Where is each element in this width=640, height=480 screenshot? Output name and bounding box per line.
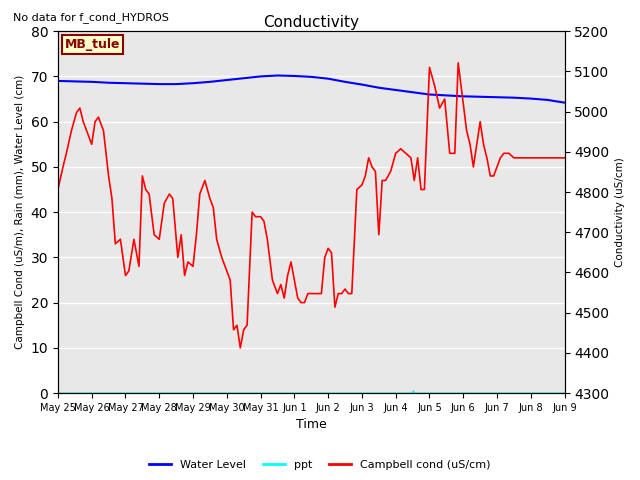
Water Level [442, 93, 450, 98]
ppt [470, 390, 478, 396]
Water Level [291, 73, 298, 79]
Line: ppt: ppt [58, 391, 564, 393]
Water Level [544, 97, 552, 103]
Campbell cond (uS/cm) [284, 273, 291, 278]
Water Level [307, 74, 315, 80]
Water Level [493, 95, 501, 100]
Y-axis label: Campbell Cond (uS/m), Rain (mm), Water Level (cm): Campbell Cond (uS/m), Rain (mm), Water L… [15, 75, 25, 349]
Line: Water Level: Water Level [58, 75, 564, 103]
Water Level [561, 100, 568, 106]
Water Level [460, 94, 467, 99]
Water Level [510, 95, 518, 100]
Campbell cond (uS/cm) [236, 345, 244, 351]
Water Level [527, 96, 534, 101]
Campbell cond (uS/cm) [392, 150, 399, 156]
Campbell cond (uS/cm) [54, 187, 61, 192]
Water Level [138, 81, 146, 86]
Water Level [324, 76, 332, 82]
Water Level [189, 80, 197, 86]
Campbell cond (uS/cm) [561, 155, 568, 161]
Water Level [156, 81, 163, 87]
Water Level [105, 80, 113, 85]
Water Level [392, 87, 399, 93]
Water Level [223, 77, 230, 83]
Campbell cond (uS/cm) [436, 105, 444, 111]
Water Level [71, 79, 79, 84]
Water Level [476, 94, 484, 100]
Water Level [54, 78, 61, 84]
ppt [294, 390, 302, 396]
Water Level [341, 79, 349, 85]
Water Level [172, 81, 180, 87]
Campbell cond (uS/cm) [466, 142, 474, 147]
Water Level [88, 79, 95, 85]
ppt [550, 390, 557, 396]
Water Level [409, 89, 417, 95]
X-axis label: Time: Time [296, 419, 326, 432]
Water Level [426, 92, 433, 97]
Campbell cond (uS/cm) [324, 245, 332, 251]
Water Level [206, 79, 214, 85]
Water Level [257, 73, 264, 79]
Legend: Water Level, ppt, Campbell cond (uS/cm): Water Level, ppt, Campbell cond (uS/cm) [145, 456, 495, 474]
ppt [356, 390, 364, 396]
Water Level [240, 75, 248, 81]
Water Level [375, 85, 383, 91]
Water Level [358, 82, 365, 87]
ppt [561, 390, 568, 396]
Line: Campbell cond (uS/cm): Campbell cond (uS/cm) [58, 63, 564, 348]
Water Level [122, 80, 129, 86]
Water Level [274, 72, 282, 78]
Text: No data for f_cond_HYDROS: No data for f_cond_HYDROS [13, 12, 169, 23]
Text: MB_tule: MB_tule [65, 38, 120, 51]
ppt [54, 390, 61, 396]
Title: Conductivity: Conductivity [263, 15, 359, 30]
ppt [410, 388, 417, 394]
Campbell cond (uS/cm) [454, 60, 462, 66]
Campbell cond (uS/cm) [201, 178, 209, 183]
ppt [328, 390, 336, 396]
ppt [298, 390, 305, 396]
Y-axis label: Conductivity (uS/cm): Conductivity (uS/cm) [615, 157, 625, 267]
